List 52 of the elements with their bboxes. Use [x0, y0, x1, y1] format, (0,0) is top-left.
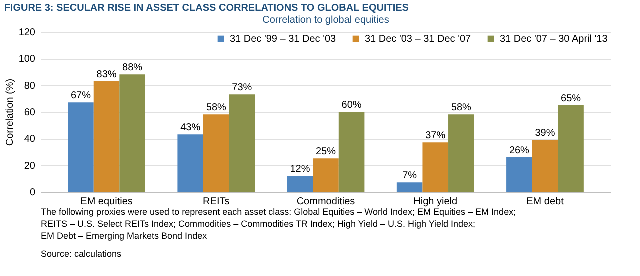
text: The following proxies were used to represent each asset class: Global Equities – World Index; EM Equities – EM Index;: [41, 207, 516, 217]
y-axis-title: Correlation (%): [4, 78, 16, 146]
bar: [532, 140, 558, 192]
bar: [229, 94, 256, 192]
text: EM Debt – Emerging Markets Bond Index: [41, 231, 208, 241]
data-label: 39%: [535, 128, 556, 139]
data-label: 43%: [180, 122, 201, 134]
data-label: 37%: [426, 130, 446, 142]
bar: [448, 114, 474, 192]
legend-label: 31 Dec '03 – 31 Dec '07: [365, 34, 472, 45]
data-label: 26%: [509, 145, 530, 156]
x-tick-label: Commodities: [296, 196, 356, 208]
bar: [68, 102, 94, 192]
data-label: 65%: [561, 93, 582, 104]
data-label: 88%: [122, 62, 143, 74]
bar: [396, 182, 423, 192]
bar: [120, 74, 146, 192]
data-label: 83%: [96, 69, 117, 80]
bar: [338, 112, 365, 192]
data-label: 58%: [451, 102, 472, 114]
data-label: 58%: [206, 102, 226, 114]
y-tick-label: 100: [18, 54, 36, 66]
bar: [178, 134, 204, 192]
x-tick-label: EM debt: [526, 196, 564, 208]
x-tick-label: EM equities: [80, 196, 133, 208]
y-tick-label: 40: [24, 134, 36, 146]
bar: [506, 157, 532, 192]
bar: [203, 114, 230, 192]
y-tick-label: 20: [24, 160, 36, 172]
x-tick-label: REITs: [203, 196, 230, 208]
text: REITS – U.S. Select REITs Index; Commodities – Commodities TR Index; High Yield – U.S. High Yield Index;: [41, 219, 476, 229]
data-label: 67%: [70, 90, 92, 102]
data-label: 7%: [402, 170, 418, 182]
data-label: 25%: [316, 146, 336, 158]
data-label: 12%: [290, 164, 310, 175]
y-tick-label: 120: [18, 28, 36, 38]
data-label: 60%: [342, 100, 362, 111]
legend-label: 31 Dec '99 – 31 Dec '03: [230, 34, 337, 45]
y-tick-label: 80: [24, 80, 36, 92]
chart-title: FIGURE 3: SECULAR RISE IN ASSET CLASS CORRELATIONS TO GLOBAL EQUITIES: [4, 3, 410, 14]
y-tick-label: 0: [30, 188, 36, 198]
y-tick-label: 60: [24, 108, 36, 118]
bar: [287, 176, 314, 192]
data-label: 73%: [232, 82, 252, 94]
bar: [313, 158, 339, 192]
source-note: Source: calculations: [41, 249, 122, 259]
bar: [422, 142, 449, 192]
chart-subtitle: Correlation to global equities: [262, 15, 390, 26]
x-tick-label: High yield: [414, 196, 458, 208]
bar: [558, 105, 584, 192]
bar: [94, 81, 120, 192]
legend-label: 31 Dec '07 – 30 April '13: [500, 34, 608, 45]
